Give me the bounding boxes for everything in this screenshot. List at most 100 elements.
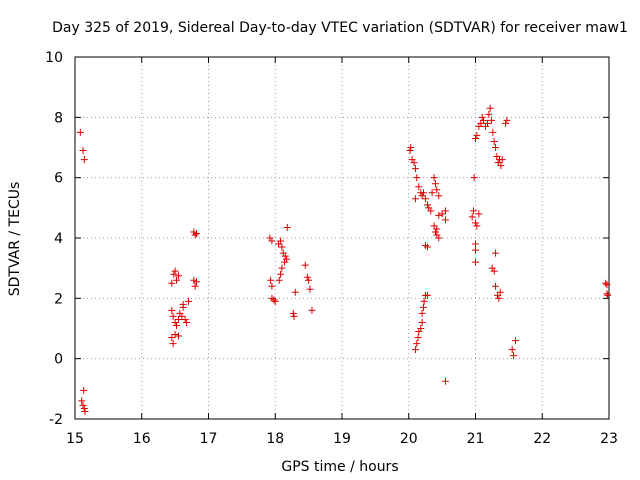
data-point — [281, 252, 289, 260]
data-point — [475, 210, 483, 218]
data-point — [80, 404, 88, 412]
data-point — [267, 276, 275, 284]
x-tick-label: 16 — [133, 431, 151, 447]
data-point — [411, 346, 419, 354]
data-point — [423, 243, 431, 251]
data-point — [428, 189, 436, 197]
data-point — [407, 144, 415, 151]
data-point — [268, 282, 276, 290]
data-point — [301, 261, 309, 269]
data-point — [171, 331, 179, 339]
data-point — [413, 340, 421, 348]
data-point — [421, 195, 429, 203]
data-point — [495, 294, 503, 302]
data-point — [497, 162, 505, 170]
data-point — [308, 306, 316, 314]
data-point — [278, 264, 286, 272]
data-point — [410, 159, 418, 167]
x-tick-label: 17 — [200, 431, 218, 447]
data-point — [268, 237, 276, 245]
data-point — [277, 270, 285, 278]
data-point — [496, 288, 504, 296]
data-point — [472, 134, 479, 142]
data-point — [305, 276, 313, 284]
data-point — [306, 285, 314, 293]
x-axis-label: GPS time / hours — [281, 459, 398, 475]
data-point — [602, 279, 610, 287]
data-point — [435, 211, 443, 219]
data-point — [417, 325, 425, 332]
data-point — [174, 332, 182, 340]
data-point — [472, 246, 479, 254]
data-point — [490, 137, 498, 145]
y-tick-label: -2 — [49, 412, 63, 428]
x-tick-label: 21 — [467, 431, 485, 447]
data-point — [485, 110, 493, 118]
axis-ticks — [74, 56, 610, 420]
data-point — [419, 303, 427, 311]
data-point — [492, 144, 500, 151]
data-point — [488, 116, 496, 124]
data-point — [169, 312, 177, 320]
data-points — [76, 104, 612, 415]
data-point — [81, 407, 89, 415]
y-tick-label: 8 — [54, 110, 63, 126]
data-point — [192, 278, 200, 286]
data-point — [489, 128, 497, 136]
data-point — [275, 276, 283, 284]
data-point — [277, 237, 285, 245]
data-point — [283, 223, 291, 231]
data-point — [486, 104, 494, 112]
data-point — [172, 321, 180, 329]
data-point — [470, 174, 478, 182]
data-point — [278, 243, 286, 251]
data-point — [480, 116, 488, 124]
data-point — [430, 174, 438, 182]
data-point — [435, 234, 443, 242]
chart-title: Day 325 of 2019, Sidereal Day-to-day VTE… — [52, 20, 628, 36]
data-point — [431, 228, 439, 236]
data-point — [172, 276, 180, 284]
data-point — [490, 267, 498, 275]
y-tick-label: 2 — [54, 291, 63, 307]
data-point — [418, 192, 426, 200]
data-point — [502, 119, 510, 127]
x-tick-label: 19 — [333, 431, 351, 447]
data-point — [174, 315, 182, 323]
data-point — [438, 210, 446, 218]
data-point — [79, 401, 87, 409]
data-point — [472, 258, 479, 266]
x-tick-label: 22 — [533, 431, 551, 447]
data-point — [168, 334, 176, 342]
data-point — [604, 291, 612, 299]
data-point — [508, 346, 516, 354]
data-point — [171, 267, 179, 275]
data-point — [435, 192, 443, 200]
data-point — [468, 213, 476, 221]
data-point — [291, 288, 299, 296]
data-point — [182, 318, 190, 326]
x-tick-label: 23 — [600, 431, 618, 447]
x-tick-label: 20 — [400, 431, 418, 447]
data-point — [191, 282, 199, 290]
y-tick-label: 0 — [54, 352, 63, 368]
data-point — [411, 165, 419, 173]
data-point — [433, 225, 441, 233]
data-point — [427, 207, 435, 215]
data-point — [80, 156, 88, 164]
data-point — [603, 281, 611, 289]
data-point — [478, 113, 486, 121]
data-point — [289, 309, 297, 317]
data-point — [174, 272, 182, 280]
data-point — [473, 222, 481, 230]
data-point — [170, 270, 178, 278]
data-point — [178, 312, 186, 320]
data-point — [290, 312, 298, 320]
data-point — [423, 201, 431, 209]
data-point — [80, 386, 88, 394]
y-axis-label: SDTVAR / TECUs — [7, 182, 23, 297]
data-point — [169, 340, 177, 348]
data-point — [492, 282, 500, 290]
data-point — [441, 216, 449, 224]
